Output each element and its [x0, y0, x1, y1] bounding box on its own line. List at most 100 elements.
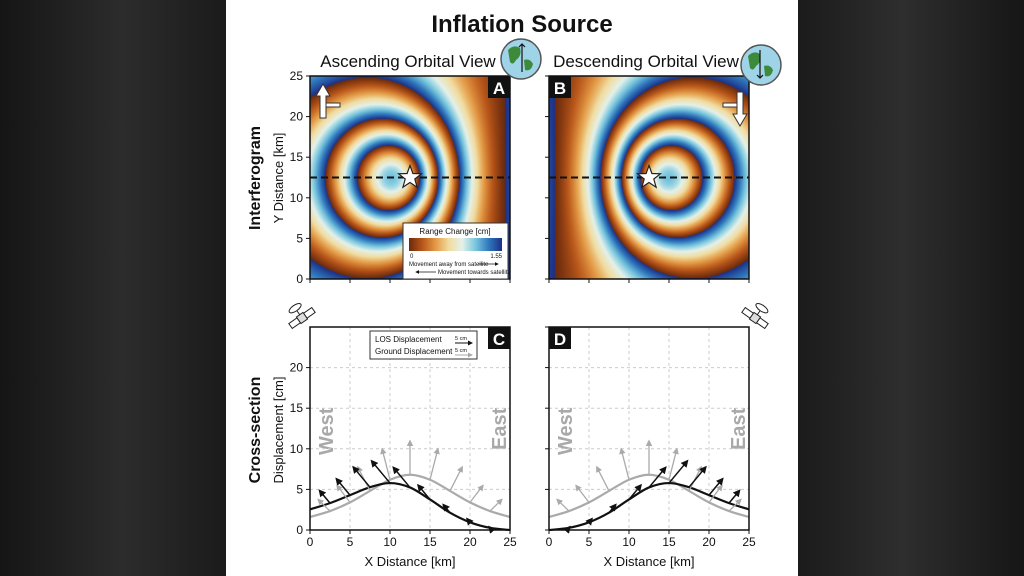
los-displacement-arrow — [668, 459, 689, 484]
y-tick-label: 5 — [296, 482, 303, 496]
x-axis-label-d: X Distance [km] — [603, 554, 694, 569]
figure-title: Inflation Source — [431, 11, 612, 38]
colorbar — [409, 238, 502, 251]
panel-a-heading: Ascending Orbital View — [320, 52, 496, 71]
x-tick-label: 0 — [546, 535, 553, 549]
ground-displacement-arrow — [575, 484, 590, 503]
panel-a-badge — [488, 76, 510, 98]
los-displacement-arrow — [417, 483, 431, 500]
los-displacement-arrow — [370, 459, 391, 484]
y-tick-label: 10 — [290, 442, 304, 456]
los-displacement-arrow — [728, 489, 741, 504]
ground-displacement-arrow — [728, 498, 742, 512]
panel-a-letter: A — [493, 79, 505, 98]
y-tick-label: 10 — [290, 191, 304, 205]
star-icon — [396, 163, 424, 189]
los-displacement-arrow — [352, 465, 371, 488]
ground-displacement-arrow — [449, 465, 463, 492]
x-tick-label: 15 — [662, 535, 676, 549]
colorbar-title: Range Change [cm] — [419, 227, 490, 236]
ground-displacement-curve — [309, 473, 511, 519]
los-displacement-arrow — [488, 525, 496, 534]
los-displacement-arrow — [318, 489, 331, 504]
x-tick-label: 5 — [347, 535, 354, 549]
ground-displacement-arrow — [469, 484, 484, 503]
row-label-interferogram: Interferogram — [247, 126, 264, 230]
ground-displacement-arrow — [380, 447, 391, 480]
star-icon — [635, 163, 663, 189]
los-displacement-arrow — [585, 517, 593, 526]
los-displacement-arrow — [628, 483, 642, 500]
ground-displacement-arrow — [556, 498, 570, 512]
panel-d-frame — [548, 326, 750, 531]
x-tick-label: 10 — [622, 535, 636, 549]
panel-b-letter: B — [554, 79, 566, 98]
colorbar-min: 0 — [410, 254, 414, 260]
ground-displacement-arrow — [619, 447, 630, 480]
west-label-d: West — [555, 407, 577, 455]
panel-d-badge — [549, 327, 571, 349]
ground-displacement-arrow — [708, 484, 723, 503]
los-displacement-arrow — [688, 465, 707, 488]
y-tick-label: 20 — [290, 361, 304, 375]
colorbar-max: 1.55 — [490, 254, 502, 260]
y-tick-label: 25 — [290, 69, 304, 83]
row-label-cross-section: Cross-section — [247, 377, 264, 484]
x-tick-label: 0 — [307, 535, 314, 549]
x-tick-label: 15 — [423, 535, 437, 549]
y-tick-label: 0 — [296, 523, 303, 537]
los-displacement-arrow — [392, 466, 411, 488]
colorbar-legend: Range Change [cm] 0 1.55 Movement away f… — [402, 222, 511, 280]
ground-legend-label: Ground Displacement — [375, 347, 453, 356]
ground-displacement-arrow — [489, 498, 503, 512]
ground-scale-label: 5 cm — [455, 348, 467, 354]
y-axis-label-cross-section: Displacement [cm] — [271, 377, 286, 484]
east-label-c: East — [489, 407, 511, 450]
panel-d-letter: D — [554, 330, 566, 349]
los-displacement-arrow — [442, 503, 451, 514]
y-axis-label-interferogram: Y Distance [km] — [271, 133, 286, 224]
y-tick-label: 20 — [290, 110, 304, 124]
east-label-d: East — [728, 407, 750, 450]
panel-c-frame — [309, 326, 511, 531]
ground-displacement-arrow — [336, 484, 351, 503]
los-displacement-arrow — [335, 477, 351, 496]
west-label-c: West — [316, 407, 338, 455]
flight-direction-arrow-icon — [722, 91, 748, 127]
x-tick-label: 10 — [383, 535, 397, 549]
los-displacement-arrow — [648, 466, 667, 488]
colorbar-away-label: Movement away from satellite — [409, 262, 489, 268]
panel-b-heading: Descending Orbital View — [553, 52, 740, 71]
los-displacement-arrow — [608, 503, 617, 514]
globe-icon — [500, 38, 542, 80]
ground-displacement-curve — [548, 473, 750, 519]
satellite-icon — [741, 302, 769, 330]
x-tick-label: 25 — [742, 535, 756, 549]
y-tick-label: 15 — [290, 150, 304, 164]
x-tick-label: 20 — [702, 535, 716, 549]
x-axis-label-c: X Distance [km] — [364, 554, 455, 569]
satellite-icon — [288, 302, 316, 330]
ground-displacement-arrow — [317, 498, 331, 512]
y-tick-label: 5 — [296, 231, 303, 245]
panel-b-badge — [549, 76, 571, 98]
cross-section-legend: LOS Displacement Ground Displacement 5 c… — [369, 330, 478, 360]
x-tick-label: 5 — [586, 535, 593, 549]
panel-c-letter: C — [493, 330, 505, 349]
los-displacement-arrow — [708, 477, 724, 496]
panel-c-badge — [488, 327, 510, 349]
y-tick-label: 15 — [290, 401, 304, 415]
flight-direction-arrow-icon — [315, 83, 341, 119]
ground-displacement-arrow — [429, 447, 440, 480]
los-displacement-arrow — [466, 517, 474, 526]
globe-icon — [740, 44, 782, 86]
y-tick-label: 0 — [296, 272, 303, 286]
los-scale-label: 5 cm — [455, 336, 467, 342]
los-displacement-arrow — [563, 525, 571, 534]
colorbar-towards-label: Movement towards satellite — [438, 270, 511, 276]
x-tick-label: 25 — [503, 535, 517, 549]
ground-displacement-arrow — [668, 447, 679, 480]
los-legend-label: LOS Displacement — [375, 335, 442, 344]
x-tick-label: 20 — [463, 535, 477, 549]
